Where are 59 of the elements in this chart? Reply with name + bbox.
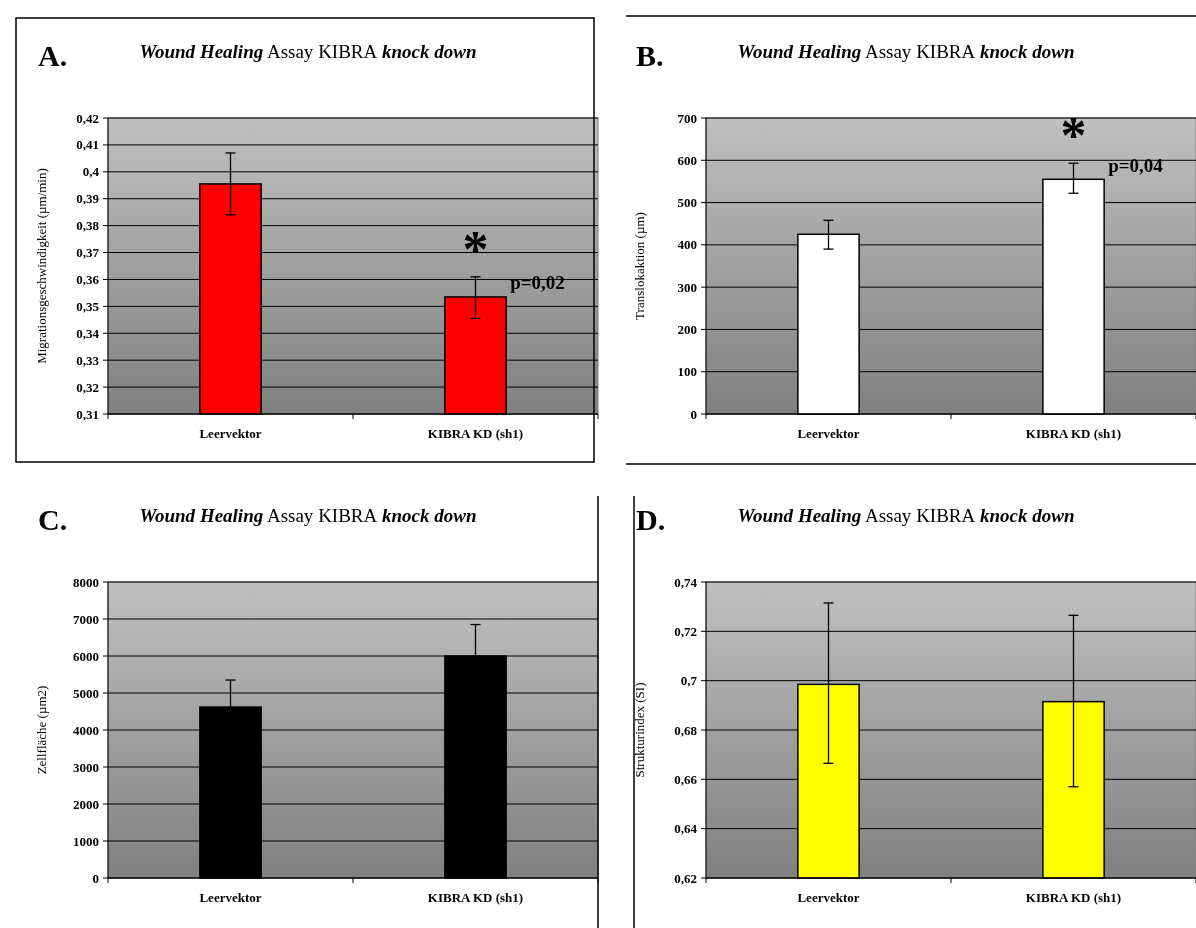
y-tick-label: 0,66 (674, 771, 698, 787)
y-tick-label: 300 (677, 279, 697, 295)
y-tick-label: 0,68 (674, 722, 698, 738)
x-tick-label: KIBRA KD (sh1) (427, 426, 524, 441)
y-tick-label: 1000 (73, 833, 99, 849)
y-tick-label: 0,41 (76, 137, 99, 153)
annotation: * (1060, 107, 1087, 165)
y-tick-label: 0,39 (76, 191, 100, 207)
x-tick-label: KIBRA KD (sh1) (1025, 890, 1122, 905)
y-tick-label: 0,33 (76, 352, 100, 368)
annotation: * (462, 220, 489, 278)
x-tick-label: KIBRA KD (sh1) (427, 890, 524, 905)
annotation: p=0,04 (1108, 154, 1164, 176)
y-tick-label: 0,42 (76, 110, 99, 126)
x-tick-label: Leervektor (199, 426, 262, 441)
y-tick-label: 0,31 (76, 406, 99, 422)
y-tick-label: 100 (677, 364, 697, 380)
chart-title: Wound Healing Assay KIBRA knock down (139, 41, 477, 62)
text: D. (636, 503, 666, 536)
y-tick-label: 0 (92, 870, 99, 886)
y-tick-label: 700 (677, 110, 697, 126)
x-tick-label: Leervektor (797, 890, 860, 905)
chart-title: Wound Healing Assay KIBRA knock down (737, 41, 1075, 62)
y-tick-label: 0,36 (76, 272, 100, 287)
text: A. (38, 39, 68, 72)
y-tick-label: 0,64 (674, 821, 698, 837)
y-tick-label: 0,38 (76, 218, 100, 234)
y-tick-label: 0,37 (76, 245, 100, 261)
y-tick-label: 3000 (73, 759, 99, 775)
y-tick-label: 0,7 (680, 673, 698, 689)
y-tick-label: 6000 (73, 648, 99, 664)
x-tick-label: Leervektor (797, 426, 860, 441)
y-tick-label: 0,4 (82, 164, 100, 180)
y-tick-label: 400 (677, 237, 697, 253)
y-tick-label: 2000 (73, 796, 99, 812)
chart-title: Wound Healing Assay KIBRA knock down (139, 505, 477, 526)
y-axis-title: Strukturindex (SI) (632, 682, 647, 778)
y-tick-label: 0,62 (674, 870, 697, 886)
y-tick-label: 0,72 (674, 623, 697, 639)
y-axis-title: Zellfläche (µm2) (34, 685, 49, 775)
y-tick-label: 0 (690, 406, 697, 422)
y-tick-label: 4000 (73, 722, 99, 738)
y-tick-label: 0,74 (674, 574, 698, 590)
x-tick-label: Leervektor (199, 890, 262, 905)
y-tick-label: 500 (677, 195, 697, 211)
y-tick-label: 600 (677, 152, 697, 168)
y-tick-label: 0,32 (76, 379, 99, 395)
y-tick-label: 0,35 (76, 298, 100, 314)
y-tick-label: 5000 (73, 685, 99, 701)
y-axis-title: Migrationsgeschwindigkeit (µm/min) (34, 168, 49, 364)
y-tick-label: 200 (677, 321, 697, 337)
y-axis-title: Translokaktion (µm) (632, 212, 647, 320)
chart-title: Wound Healing Assay KIBRA knock down (737, 505, 1075, 526)
text: C. (38, 503, 68, 536)
text: B. (636, 39, 664, 72)
y-tick-label: 7000 (73, 611, 99, 627)
y-tick-label: 8000 (73, 574, 99, 590)
x-tick-label: KIBRA KD (sh1) (1025, 426, 1122, 441)
y-tick-label: 0,34 (76, 325, 100, 341)
